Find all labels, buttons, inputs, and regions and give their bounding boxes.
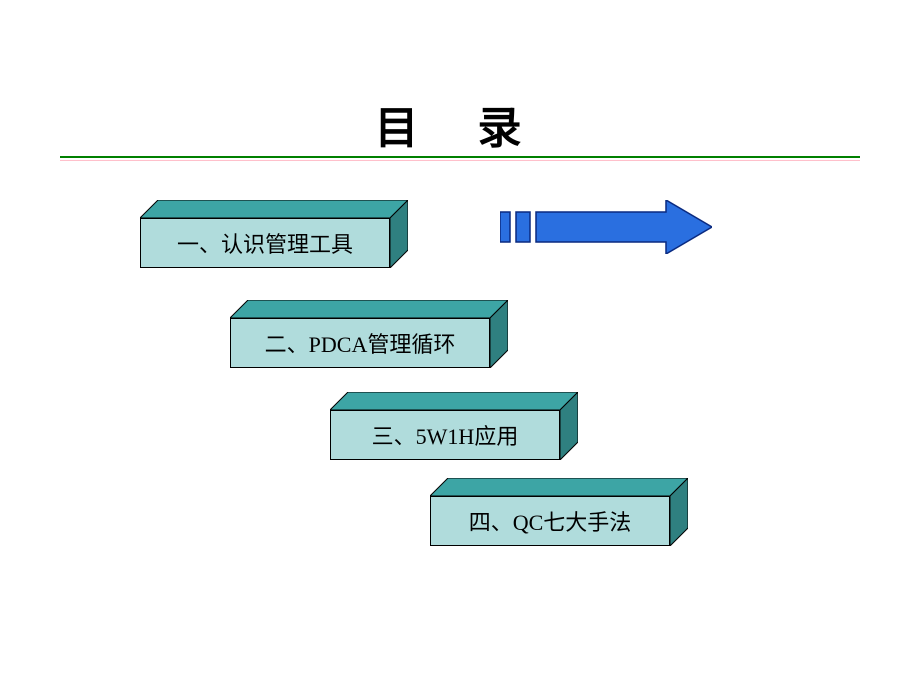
- page-title: 目 录: [0, 92, 920, 156]
- box-side-face: [670, 478, 688, 546]
- box-front-face: 一、认识管理工具: [140, 218, 390, 268]
- toc-box-1: 一、认识管理工具: [140, 200, 408, 268]
- box-front-face: 四、QC七大手法: [430, 496, 670, 546]
- box-side-face: [490, 300, 508, 368]
- arrow-svg: [500, 200, 712, 254]
- box-front-face: 二、PDCA管理循环: [230, 318, 490, 368]
- divider-pink-line: [60, 160, 860, 161]
- title-divider: [60, 156, 860, 161]
- box-label: 一、认识管理工具: [177, 227, 353, 259]
- divider-green-line: [60, 156, 860, 158]
- box-top-face: [140, 200, 408, 218]
- toc-box-3: 三、5W1H应用: [330, 392, 578, 460]
- box-label: 四、QC七大手法: [469, 505, 632, 537]
- toc-box-4: 四、QC七大手法: [430, 478, 688, 546]
- box-label: 二、PDCA管理循环: [265, 327, 456, 359]
- box-side-face: [390, 200, 408, 268]
- box-top-face: [330, 392, 578, 410]
- page-title-text: 目 录: [375, 104, 546, 153]
- box-front-face: 三、5W1H应用: [330, 410, 560, 460]
- right-arrow-icon: [500, 200, 712, 259]
- box-top-face: [430, 478, 688, 496]
- box-side-face: [560, 392, 578, 460]
- box-label: 三、5W1H应用: [372, 419, 519, 451]
- toc-box-2: 二、PDCA管理循环: [230, 300, 508, 368]
- box-top-face: [230, 300, 508, 318]
